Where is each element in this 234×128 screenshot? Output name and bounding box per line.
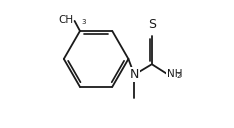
Text: N: N <box>129 68 139 81</box>
Text: CH: CH <box>59 15 74 25</box>
Text: NH: NH <box>167 69 183 79</box>
Text: 2: 2 <box>176 73 180 79</box>
Text: 3: 3 <box>81 19 86 25</box>
Text: S: S <box>148 18 156 31</box>
